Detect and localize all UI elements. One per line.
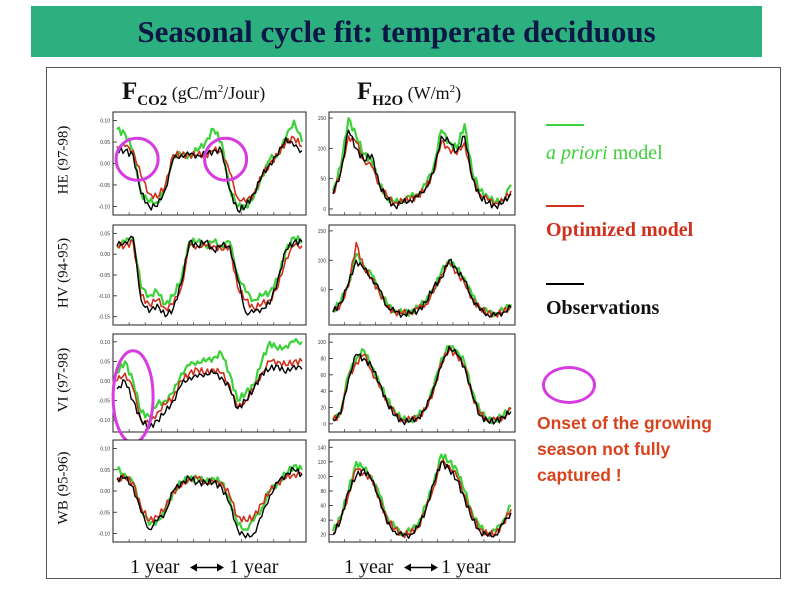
series-line xyxy=(332,129,512,210)
y-tick-label: -0.15 xyxy=(99,315,111,321)
chart-panel: 100 80 60 40 20 0 xyxy=(318,333,516,433)
panel-frame xyxy=(112,439,307,543)
x-label-3: 1 year xyxy=(344,556,394,578)
legend-line-apriori xyxy=(546,124,584,126)
figure-frame xyxy=(46,67,781,579)
y-tick-label: 40 xyxy=(320,518,326,524)
title-bar: Seasonal cycle fit: temperate deciduous xyxy=(31,6,762,57)
panel-frame xyxy=(328,439,516,543)
chart-panel: 150 100 50 xyxy=(318,224,516,326)
y-tick-label: 0.00 xyxy=(100,379,110,385)
y-tick-label: 0.00 xyxy=(100,162,110,168)
y-tick-label: 40 xyxy=(320,389,326,395)
legend-note: Onset of the growing season not fully ca… xyxy=(537,413,712,485)
y-tick-label: 100 xyxy=(318,258,327,264)
panel-frame xyxy=(112,224,307,326)
legend-line-optimized xyxy=(546,205,584,207)
y-tick-label: 20 xyxy=(320,533,326,539)
panel-frame xyxy=(328,333,516,433)
legend-observations: Observations xyxy=(546,297,660,319)
y-tick-label: 0.10 xyxy=(100,447,110,453)
y-tick-label: 80 xyxy=(320,357,326,363)
y-tick-label: 20 xyxy=(320,406,326,412)
y-tick-label: -0.10 xyxy=(99,294,111,300)
chart-panel: 140 120 100 80 60 40 20 xyxy=(318,439,516,543)
y-tick-label: 60 xyxy=(320,504,326,510)
chart-panel: 0.05 0.00 -0.05 -0.10 -0.15 xyxy=(99,224,307,326)
y-tick-label: 60 xyxy=(320,373,326,379)
y-tick-label: -0.05 xyxy=(99,183,111,189)
y-tick-label: 0.05 xyxy=(100,359,110,365)
y-tick-label: -0.10 xyxy=(99,532,111,538)
chart-panel: 0.10 0.05 0.00 -0.05 -0.10 xyxy=(99,333,307,445)
page-title: Seasonal cycle fit: temperate deciduous xyxy=(137,13,656,49)
legend-apriori: a priori model xyxy=(546,142,663,164)
co2-column-header: FCO2 (gC/m2/Jour) xyxy=(122,78,266,109)
chart-panel: 0.10 0.05 0.00 -0.05 -0.10 xyxy=(99,439,307,543)
series-line xyxy=(332,461,512,539)
y-tick-label: 0.00 xyxy=(100,489,110,495)
series-line xyxy=(332,347,512,424)
x-label-1: 1 year xyxy=(130,556,180,578)
y-tick-label: 100 xyxy=(318,474,327,480)
y-tick-label: 0.10 xyxy=(100,119,110,125)
y-tick-label: 0.05 xyxy=(100,140,110,146)
y-tick-label: 0.00 xyxy=(100,252,110,258)
y-tick-label: 140 xyxy=(318,445,327,451)
x-label-4: 1 year xyxy=(441,556,491,578)
y-tick-label: 80 xyxy=(320,489,326,495)
onset-ellipse xyxy=(114,136,160,182)
y-tick-label: -0.10 xyxy=(99,418,111,424)
y-tick-label: 0 xyxy=(323,207,326,213)
y-tick-label: 120 xyxy=(318,460,327,466)
series-line xyxy=(116,471,303,523)
y-tick-label: -0.05 xyxy=(99,510,111,516)
h2o-column-header: FH2O (W/m2) xyxy=(357,78,462,109)
series-line xyxy=(332,135,512,207)
y-tick-label: 50 xyxy=(320,288,326,294)
panel-frame xyxy=(112,111,307,216)
series-line xyxy=(116,466,303,539)
onset-ellipse xyxy=(203,136,249,182)
legend-optimized: Optimized model xyxy=(546,219,694,241)
y-tick-label: 150 xyxy=(318,116,327,122)
series-line xyxy=(116,337,303,419)
legend-ellipse xyxy=(542,366,596,404)
y-tick-label: 100 xyxy=(318,340,327,346)
series-line xyxy=(332,258,512,318)
y-tick-label: 100 xyxy=(318,146,327,152)
y-tick-label: 0 xyxy=(323,422,326,428)
chart-panel: 0.10 0.05 0.00 -0.05 -0.10 xyxy=(99,111,307,216)
series-line xyxy=(116,119,304,211)
y-tick-label: 0.05 xyxy=(100,231,110,237)
x-arrow-h2o xyxy=(404,563,438,572)
x-label-2: 1 year xyxy=(229,556,279,578)
y-tick-label: 0.05 xyxy=(100,468,110,474)
x-arrow-co2 xyxy=(190,563,224,572)
y-tick-label: -0.10 xyxy=(99,204,111,210)
y-tick-label: -0.05 xyxy=(99,399,111,405)
y-tick-label: 150 xyxy=(318,229,327,235)
series-line xyxy=(332,345,512,426)
y-tick-label: 50 xyxy=(320,177,326,183)
legend-line-observations xyxy=(546,283,584,285)
chart-panel: 150 100 50 0 xyxy=(318,111,516,216)
series-line xyxy=(116,235,303,306)
series-line xyxy=(116,235,303,318)
series-line xyxy=(116,137,303,213)
y-tick-label: 0.10 xyxy=(100,340,110,346)
y-tick-label: -0.05 xyxy=(99,273,111,279)
